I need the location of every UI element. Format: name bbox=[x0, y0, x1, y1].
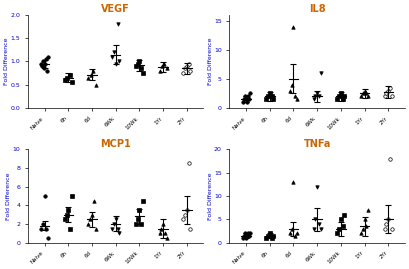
Title: TNFa: TNFa bbox=[303, 139, 331, 149]
Title: VEGF: VEGF bbox=[101, 4, 130, 14]
Y-axis label: Fold Difference: Fold Difference bbox=[6, 172, 11, 220]
Y-axis label: Fold Difference: Fold Difference bbox=[208, 38, 213, 85]
Y-axis label: Fold Difference: Fold Difference bbox=[4, 38, 9, 85]
Title: IL8: IL8 bbox=[309, 4, 326, 14]
Title: MCP1: MCP1 bbox=[100, 139, 131, 149]
Y-axis label: Fold Difference: Fold Difference bbox=[208, 172, 213, 220]
